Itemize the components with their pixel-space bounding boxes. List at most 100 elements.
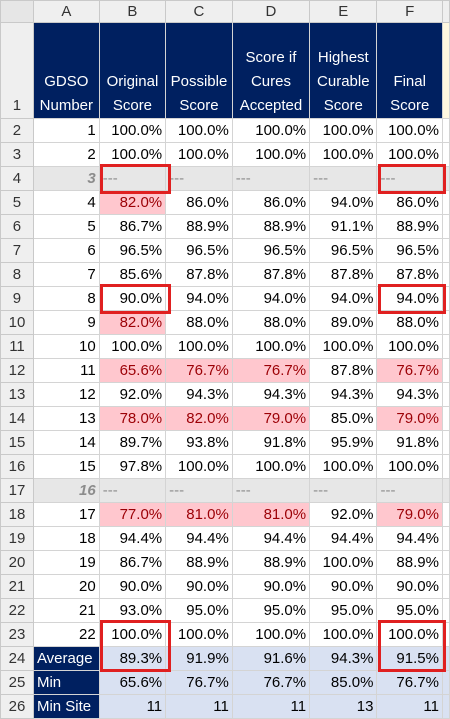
cell-gdso-number[interactable]: 16 — [32, 478, 100, 503]
cell-cures-accepted[interactable]: 11 — [231, 694, 311, 719]
cell-final-score[interactable]: 86.0% — [376, 190, 443, 215]
cell-highest-curable[interactable]: 95.0% — [309, 598, 378, 623]
cell-final-score[interactable]: --- — [376, 478, 443, 503]
cell-cures-accepted[interactable]: 100.0% — [231, 118, 311, 143]
cell-cures-accepted[interactable]: 88.0% — [231, 310, 311, 335]
select-all-corner[interactable] — [0, 0, 34, 23]
cell-possible-score[interactable]: 88.0% — [165, 310, 233, 335]
cell-column-g[interactable] — [441, 646, 450, 671]
cell-possible-score[interactable]: 95.0% — [165, 598, 233, 623]
cell-column-g[interactable] — [441, 478, 450, 503]
cell-gdso-number[interactable]: 18 — [32, 526, 100, 551]
cell-highest-curable[interactable]: --- — [309, 478, 378, 503]
cell-gdso-number[interactable]: 6 — [32, 238, 100, 263]
cell-column-g[interactable] — [441, 310, 450, 335]
cell-possible-score[interactable]: 94.3% — [165, 382, 233, 407]
cell-cures-accepted[interactable]: 100.0% — [231, 454, 311, 479]
cell-final-score[interactable]: 79.0% — [376, 406, 443, 431]
row-number[interactable]: 2 — [0, 118, 34, 143]
cell-gdso-number[interactable]: 17 — [32, 502, 100, 527]
row-number[interactable]: 17 — [0, 478, 34, 503]
cell-possible-score[interactable]: 100.0% — [165, 334, 233, 359]
cell-highest-curable[interactable]: 100.0% — [309, 550, 378, 575]
row-number[interactable]: 8 — [0, 262, 34, 287]
header-highest-curable-score[interactable]: Highest Curable Score — [309, 22, 378, 119]
cell-original-score[interactable]: 97.8% — [98, 454, 167, 479]
row-number[interactable]: 15 — [0, 430, 34, 455]
cell-highest-curable[interactable]: 94.0% — [309, 190, 378, 215]
column-header-c[interactable]: C — [165, 0, 233, 23]
cell-column-g[interactable] — [441, 574, 450, 599]
cell-gdso-number[interactable]: 20 — [32, 574, 100, 599]
column-header-g[interactable] — [441, 0, 450, 23]
cell-final-score[interactable]: --- — [376, 166, 443, 191]
cell-gdso-number[interactable]: 10 — [32, 334, 100, 359]
cell-gdso-number[interactable]: Average — [32, 646, 100, 671]
cell-original-score[interactable]: 94.4% — [98, 526, 167, 551]
cell-column-g[interactable] — [441, 694, 450, 719]
cell-final-score[interactable]: 87.8% — [376, 262, 443, 287]
cell-possible-score[interactable]: 82.0% — [165, 406, 233, 431]
cell-gdso-number[interactable]: 3 — [32, 166, 100, 191]
cell-final-score[interactable]: 100.0% — [376, 454, 443, 479]
cell-cures-accepted[interactable]: 76.7% — [231, 670, 311, 695]
cell-final-score[interactable]: 88.9% — [376, 550, 443, 575]
cell-gdso-number[interactable]: 15 — [32, 454, 100, 479]
cell-gdso-number[interactable]: Min Site — [32, 694, 100, 719]
cell-gdso-number[interactable]: 8 — [32, 286, 100, 311]
row-number[interactable]: 5 — [0, 190, 34, 215]
cell-original-score[interactable]: 77.0% — [98, 502, 167, 527]
cell-final-score[interactable]: 91.8% — [376, 430, 443, 455]
cell-column-g[interactable] — [441, 262, 450, 287]
cell-final-score[interactable]: 76.7% — [376, 358, 443, 383]
header-original-score[interactable]: Original Score — [98, 22, 167, 119]
cell-cures-accepted[interactable]: 91.6% — [231, 646, 311, 671]
cell-original-score[interactable]: 11 — [98, 694, 167, 719]
cell-possible-score[interactable]: 94.4% — [165, 526, 233, 551]
cell-final-score[interactable]: 94.0% — [376, 286, 443, 311]
cell-cures-accepted[interactable]: 94.0% — [231, 286, 311, 311]
column-header-e[interactable]: E — [309, 0, 378, 23]
cell-cures-accepted[interactable]: 87.8% — [231, 262, 311, 287]
cell-possible-score[interactable]: 100.0% — [165, 622, 233, 647]
row-number[interactable]: 14 — [0, 406, 34, 431]
cell-final-score[interactable]: 96.5% — [376, 238, 443, 263]
cell-highest-curable[interactable]: 92.0% — [309, 502, 378, 527]
cell-highest-curable[interactable]: 94.0% — [309, 286, 378, 311]
row-number[interactable]: 13 — [0, 382, 34, 407]
cell-possible-score[interactable]: 94.0% — [165, 286, 233, 311]
row-number[interactable]: 21 — [0, 574, 34, 599]
cell-gdso-number[interactable]: Min — [32, 670, 100, 695]
cell-gdso-number[interactable]: 7 — [32, 262, 100, 287]
cell-cures-accepted[interactable]: 94.3% — [231, 382, 311, 407]
cell-original-score[interactable]: 86.7% — [98, 550, 167, 575]
cell-original-score[interactable]: 90.0% — [98, 286, 167, 311]
cell-original-score[interactable]: 82.0% — [98, 190, 167, 215]
cell-possible-score[interactable]: --- — [165, 166, 233, 191]
cell-highest-curable[interactable]: 90.0% — [309, 574, 378, 599]
row-number[interactable]: 11 — [0, 334, 34, 359]
cell-possible-score[interactable]: --- — [165, 478, 233, 503]
cell-gdso-number[interactable]: 21 — [32, 598, 100, 623]
cell-highest-curable[interactable]: 85.0% — [309, 406, 378, 431]
cell-original-score[interactable]: 90.0% — [98, 574, 167, 599]
column-header-b[interactable]: B — [98, 0, 167, 23]
cell-cures-accepted[interactable]: 94.4% — [231, 526, 311, 551]
cell-column-g[interactable] — [441, 454, 450, 479]
cell-column-g[interactable] — [441, 598, 450, 623]
row-number[interactable]: 7 — [0, 238, 34, 263]
cell-final-score[interactable]: 79.0% — [376, 502, 443, 527]
cell-original-score[interactable]: 86.7% — [98, 214, 167, 239]
cell-final-score[interactable]: 88.0% — [376, 310, 443, 335]
cell-possible-score[interactable]: 96.5% — [165, 238, 233, 263]
row-number[interactable]: 19 — [0, 526, 34, 551]
header-gdso-number[interactable]: GDSO Number — [32, 22, 100, 119]
cell-column-g[interactable] — [441, 622, 450, 647]
cell-gdso-number[interactable]: 22 — [32, 622, 100, 647]
row-number[interactable]: 26 — [0, 694, 34, 719]
row-number[interactable]: 4 — [0, 166, 34, 191]
header-final-score[interactable]: Final Score — [376, 22, 443, 119]
row-number[interactable]: 9 — [0, 286, 34, 311]
cell-final-score[interactable]: 90.0% — [376, 574, 443, 599]
cell-possible-score[interactable]: 100.0% — [165, 454, 233, 479]
